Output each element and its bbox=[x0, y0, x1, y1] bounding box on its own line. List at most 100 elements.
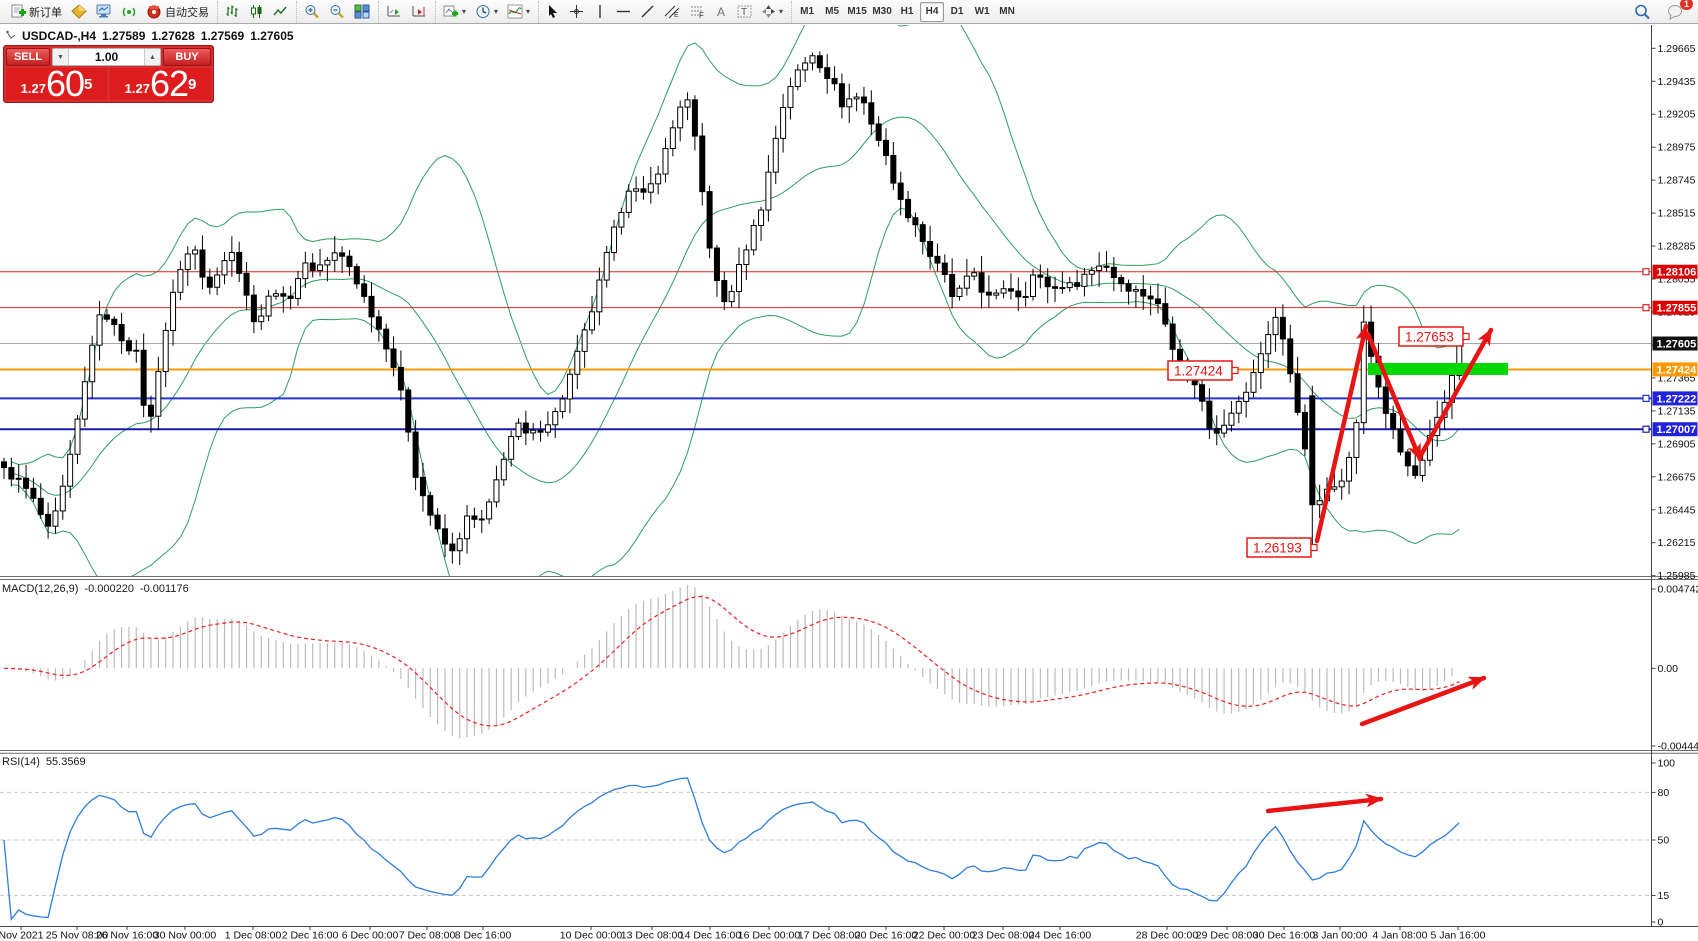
axis-price-label-text: 1.28106 bbox=[1657, 267, 1697, 279]
candlestick-button[interactable] bbox=[245, 2, 268, 22]
arrows-dropdown[interactable]: ▾ bbox=[757, 2, 787, 22]
signals-button[interactable] bbox=[117, 2, 141, 22]
buy-button[interactable]: BUY bbox=[163, 48, 211, 66]
cursor-button[interactable] bbox=[542, 2, 564, 22]
trendline-button[interactable] bbox=[636, 2, 659, 22]
text-label-button[interactable]: T bbox=[733, 2, 756, 22]
candle-body bbox=[831, 77, 838, 85]
candle-body bbox=[74, 418, 81, 455]
auto-scroll-icon bbox=[386, 4, 402, 19]
caret-down-icon: ▾ bbox=[462, 7, 467, 16]
candle-body bbox=[368, 295, 375, 318]
price-tick-label: 1.26905 bbox=[1658, 438, 1696, 450]
price-tag-text: 1.26193 bbox=[1253, 541, 1302, 556]
text-button[interactable]: A bbox=[710, 2, 732, 22]
equidistant-channel-icon: E bbox=[664, 4, 680, 19]
price-tag-anchor bbox=[1462, 332, 1470, 341]
candle-body bbox=[978, 272, 985, 293]
tf-m1-button[interactable]: M1 bbox=[800, 6, 815, 17]
candle-body bbox=[30, 487, 37, 499]
tf-h1-button[interactable]: H1 bbox=[900, 6, 914, 17]
search-button[interactable] bbox=[1630, 2, 1655, 22]
candle-body bbox=[111, 318, 118, 326]
candle-body bbox=[1, 461, 7, 469]
tf-mn-button[interactable]: MN bbox=[999, 6, 1015, 17]
chart-canvas[interactable]: 1.29665 1.29435 1.29205 1.28975 1.28745 1.285… bbox=[0, 25, 1698, 941]
chart-shift-button[interactable] bbox=[407, 2, 431, 22]
horizontal-line-icon bbox=[616, 4, 631, 19]
new-order-button[interactable]: 新订单 bbox=[7, 2, 66, 22]
svg-text:F: F bbox=[699, 11, 704, 19]
tf-m30-button[interactable]: M30 bbox=[872, 6, 892, 17]
equidistant-channel-button[interactable]: E bbox=[660, 2, 684, 22]
toolbar-group-chart-types bbox=[217, 0, 295, 23]
price-scale: 1.29665 1.29435 1.29205 1.28975 1.28745 1.285… bbox=[1651, 43, 1696, 582]
candle-body bbox=[537, 429, 544, 433]
cursor-icon bbox=[546, 4, 560, 19]
sell-button[interactable]: SELL bbox=[6, 48, 50, 66]
tf-h4-button[interactable]: H4 bbox=[920, 1, 945, 22]
level-line-endpoint-marker bbox=[1642, 304, 1650, 312]
volume-increase-button[interactable]: ▲ bbox=[144, 49, 160, 65]
candle-body bbox=[52, 510, 59, 527]
caret-down-icon: ▾ bbox=[526, 7, 531, 16]
candle-body bbox=[1250, 371, 1257, 393]
candle-body bbox=[552, 411, 559, 426]
tile-windows-button[interactable] bbox=[350, 2, 374, 22]
tf-m5-button[interactable]: M5 bbox=[825, 6, 840, 17]
axis-price-label-bg bbox=[1652, 422, 1698, 437]
candle-body bbox=[1096, 265, 1103, 272]
rsi-tick-label: 50 bbox=[1658, 835, 1670, 847]
candle-body bbox=[1199, 384, 1206, 402]
vertical-line-button[interactable] bbox=[589, 2, 611, 22]
candle-body bbox=[155, 371, 162, 417]
fibonacci-button[interactable]: F bbox=[685, 2, 709, 22]
price-tags: 1.27653 1.27424 1.26193 bbox=[1167, 326, 1470, 558]
tf-w1-button[interactable]: W1 bbox=[974, 6, 990, 17]
candle-body bbox=[133, 349, 140, 352]
one-click-row-top: SELL ▼ 1.00 ▲ BUY bbox=[6, 48, 211, 66]
candle-body bbox=[1044, 276, 1051, 288]
axis-price-label-bg bbox=[1652, 336, 1698, 351]
candle-body bbox=[515, 422, 522, 438]
candle-body bbox=[221, 260, 228, 276]
line-chart-button[interactable] bbox=[269, 2, 292, 22]
autotrading-button[interactable]: 自动交易 bbox=[142, 2, 213, 22]
notifications-button[interactable]: 1 bbox=[1663, 0, 1693, 22]
new-chart-dropdown[interactable]: ▾ bbox=[439, 2, 470, 22]
bb-upper-line bbox=[11, 25, 1460, 466]
tf-d1-button[interactable]: D1 bbox=[950, 6, 964, 17]
sell-price-display[interactable]: 1.27 60 5 bbox=[6, 68, 107, 100]
tf-m15-button[interactable]: M15 bbox=[847, 6, 867, 17]
axis-price-labels: 1.28106 1.27855 1.27605 1.27424 1.27222 1.270… bbox=[1652, 264, 1698, 437]
volume-decrease-button[interactable]: ▼ bbox=[53, 49, 69, 65]
sell-price-sup: 5 bbox=[84, 76, 93, 93]
price-tick-label: 1.28745 bbox=[1658, 175, 1696, 187]
toolbar-group-zoom bbox=[296, 0, 377, 23]
crosshair-button[interactable] bbox=[565, 2, 588, 22]
zoom-out-button[interactable] bbox=[325, 2, 349, 22]
time-tick-label: 30 Nov 00:00 bbox=[154, 930, 217, 941]
volume-value[interactable]: 1.00 bbox=[94, 50, 119, 64]
zoom-in-button[interactable] bbox=[300, 2, 324, 22]
bar-chart-button[interactable] bbox=[221, 2, 244, 22]
candle-body bbox=[397, 366, 404, 391]
rsi-label: RSI(14) 55.3569 bbox=[2, 756, 86, 768]
profile-diamond-icon bbox=[71, 4, 87, 19]
indicators-dropdown[interactable]: ▾ bbox=[503, 2, 534, 22]
candle-body bbox=[427, 495, 434, 516]
candle-body bbox=[1169, 323, 1176, 350]
candle-body bbox=[846, 98, 853, 108]
candle-body bbox=[699, 135, 706, 193]
notification-badge: 1 bbox=[1679, 0, 1693, 10]
market-watch-button[interactable] bbox=[92, 2, 116, 22]
profile-button[interactable] bbox=[67, 2, 91, 22]
candle-body bbox=[897, 182, 904, 200]
periods-dropdown[interactable]: ▾ bbox=[471, 2, 502, 22]
candle-body bbox=[317, 264, 324, 272]
horizontal-line-button[interactable] bbox=[612, 2, 635, 22]
zoom-out-icon bbox=[329, 4, 345, 19]
auto-scroll-button[interactable] bbox=[382, 2, 406, 22]
candle-body bbox=[449, 543, 456, 552]
buy-price-display[interactable]: 1.27 62 9 bbox=[110, 68, 211, 100]
